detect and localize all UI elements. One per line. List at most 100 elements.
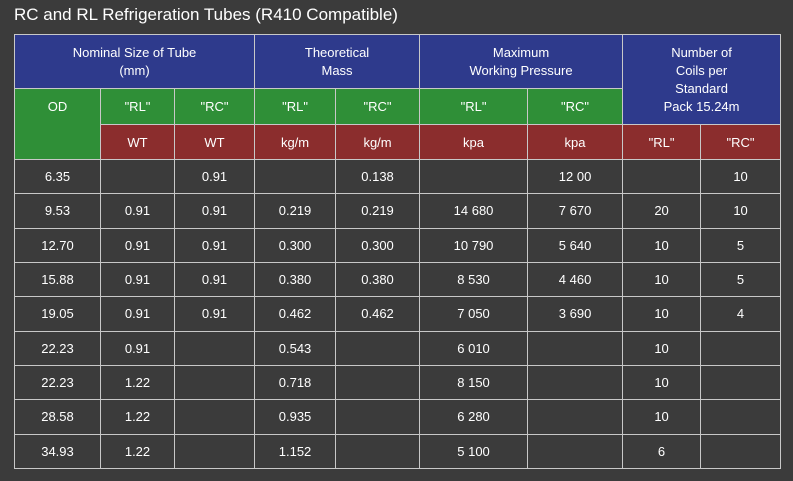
pressure-rl-cell: 7 050 (419, 296, 529, 332)
coils-rl-cell: 10 (622, 364, 702, 401)
mass-rc-unit: kg/m (335, 124, 421, 160)
table-row: 34.93 1.22 1.152 5 100 6 (14, 433, 782, 470)
theoretical-mass-header-line2: Mass (321, 62, 353, 78)
coils-rc-cell: 10 (700, 193, 782, 229)
coils-per-pack-header: Number of Coils per Standard Pack 15.24m (622, 34, 782, 125)
coils-rl-cell: 10 (622, 399, 702, 435)
size-rc-cell: 0.91 (173, 193, 256, 229)
mass-rl-cell: 0.462 (254, 296, 337, 332)
coils-rc-cell (700, 433, 782, 470)
coils-rc-cell (700, 399, 782, 435)
working-pressure-header-line2: Working Pressure (469, 62, 573, 78)
pressure-rl-cell (419, 158, 529, 195)
coils-rl-cell (622, 158, 702, 195)
coils-header-line1: Number of (671, 44, 732, 60)
od-cell: 9.53 (14, 193, 101, 229)
pressure-rc-cell: 3 690 (527, 296, 624, 332)
coils-rl-cell: 10 (622, 330, 702, 366)
size-rl-cell: 0.91 (100, 296, 175, 332)
coils-header-line4: Pack 15.24m (663, 98, 740, 114)
size-rc-cell: 0.91 (173, 261, 256, 298)
mass-rc-cell: 0.219 (335, 193, 421, 229)
size-rl-cell: 1.22 (100, 399, 175, 435)
size-rl-cell: 1.22 (100, 433, 175, 470)
od-header: OD (14, 88, 101, 160)
coils-rl-header: "RL" (622, 124, 702, 160)
coils-rl-cell: 20 (622, 193, 702, 229)
mass-rl-unit: kg/m (254, 124, 337, 160)
mass-rl-cell: 0.380 (254, 261, 337, 298)
mass-rc-cell (335, 330, 421, 366)
pressure-rl-cell: 14 680 (419, 193, 529, 229)
size-rc-cell: 0.91 (173, 227, 256, 263)
size-rc-cell (173, 433, 256, 470)
mass-rc-cell (335, 433, 421, 470)
pressure-rc-cell (527, 330, 624, 366)
size-rl-cell: 1.22 (100, 364, 175, 401)
mass-rc-cell: 0.380 (335, 261, 421, 298)
pressure-rl-cell: 10 790 (419, 227, 529, 263)
pressure-rl-header: "RL" (419, 88, 529, 125)
pressure-rc-cell (527, 399, 624, 435)
size-rc-header: "RC" (173, 88, 256, 125)
pressure-rl-cell: 6 010 (419, 330, 529, 366)
working-pressure-header: Maximum Working Pressure (419, 34, 624, 89)
size-rl-cell: 0.91 (100, 261, 175, 298)
coils-header-line2: Coils per (675, 62, 728, 78)
pressure-rc-unit: kpa (527, 124, 624, 160)
mass-rl-cell: 0.935 (254, 399, 337, 435)
coils-rc-cell: 5 (700, 227, 782, 263)
size-rl-unit: WT (100, 124, 175, 160)
theoretical-mass-header-line1: Theoretical (304, 44, 370, 60)
coils-rl-cell: 10 (622, 227, 702, 263)
page-title: RC and RL Refrigeration Tubes (R410 Comp… (14, 5, 398, 24)
pressure-rl-cell: 8 150 (419, 364, 529, 401)
mass-rc-cell: 0.300 (335, 227, 421, 263)
coils-rl-cell: 6 (622, 433, 702, 470)
coils-header-line3: Standard (675, 80, 728, 96)
mass-rc-cell: 0.138 (335, 158, 421, 195)
od-cell: 28.58 (14, 399, 101, 435)
pressure-rc-header: "RC" (527, 88, 624, 125)
refrigeration-tube-table: Nominal Size of Tube (mm) Theoretical Ma… (13, 34, 782, 470)
mass-rc-cell (335, 399, 421, 435)
mass-rl-cell: 0.718 (254, 364, 337, 401)
mass-rl-cell: 0.300 (254, 227, 337, 263)
mass-rl-cell: 0.543 (254, 330, 337, 366)
pressure-rl-cell: 5 100 (419, 433, 529, 470)
size-rc-cell (173, 364, 256, 401)
table-row: 12.70 0.91 0.91 0.300 0.300 10 790 5 640… (14, 227, 782, 263)
pressure-rc-cell: 5 640 (527, 227, 624, 263)
od-cell: 34.93 (14, 433, 101, 470)
pressure-rc-cell: 12 00 (527, 158, 624, 195)
mass-rl-header: "RL" (254, 88, 337, 125)
coils-rc-cell (700, 364, 782, 401)
pressure-rc-cell (527, 433, 624, 470)
size-rc-cell (173, 330, 256, 366)
coils-rc-cell: 4 (700, 296, 782, 332)
coils-rc-cell: 5 (700, 261, 782, 298)
nominal-size-header-line2: (mm) (119, 62, 150, 78)
pressure-rc-cell: 4 460 (527, 261, 624, 298)
od-cell: 22.23 (14, 364, 101, 401)
mass-rl-cell: 1.152 (254, 433, 337, 470)
mass-rc-cell: 0.462 (335, 296, 421, 332)
size-rc-cell (173, 399, 256, 435)
table-row: 9.53 0.91 0.91 0.219 0.219 14 680 7 670 … (14, 193, 782, 229)
nominal-size-header-line1: Nominal Size of Tube (72, 44, 197, 60)
coils-rc-cell: 10 (700, 158, 782, 195)
coils-rc-header: "RC" (700, 124, 782, 160)
od-cell: 6.35 (14, 158, 101, 195)
size-rl-cell: 0.91 (100, 330, 175, 366)
mass-rl-cell: 0.219 (254, 193, 337, 229)
size-rc-unit: WT (173, 124, 256, 160)
od-cell: 15.88 (14, 261, 101, 298)
pressure-rl-cell: 6 280 (419, 399, 529, 435)
coils-rc-cell (700, 330, 782, 366)
coils-rl-cell: 10 (622, 261, 702, 298)
table-row: 28.58 1.22 0.935 6 280 10 (14, 399, 782, 435)
od-cell: 12.70 (14, 227, 101, 263)
pressure-rl-unit: kpa (419, 124, 529, 160)
od-cell: 19.05 (14, 296, 101, 332)
size-rl-cell (100, 158, 175, 195)
